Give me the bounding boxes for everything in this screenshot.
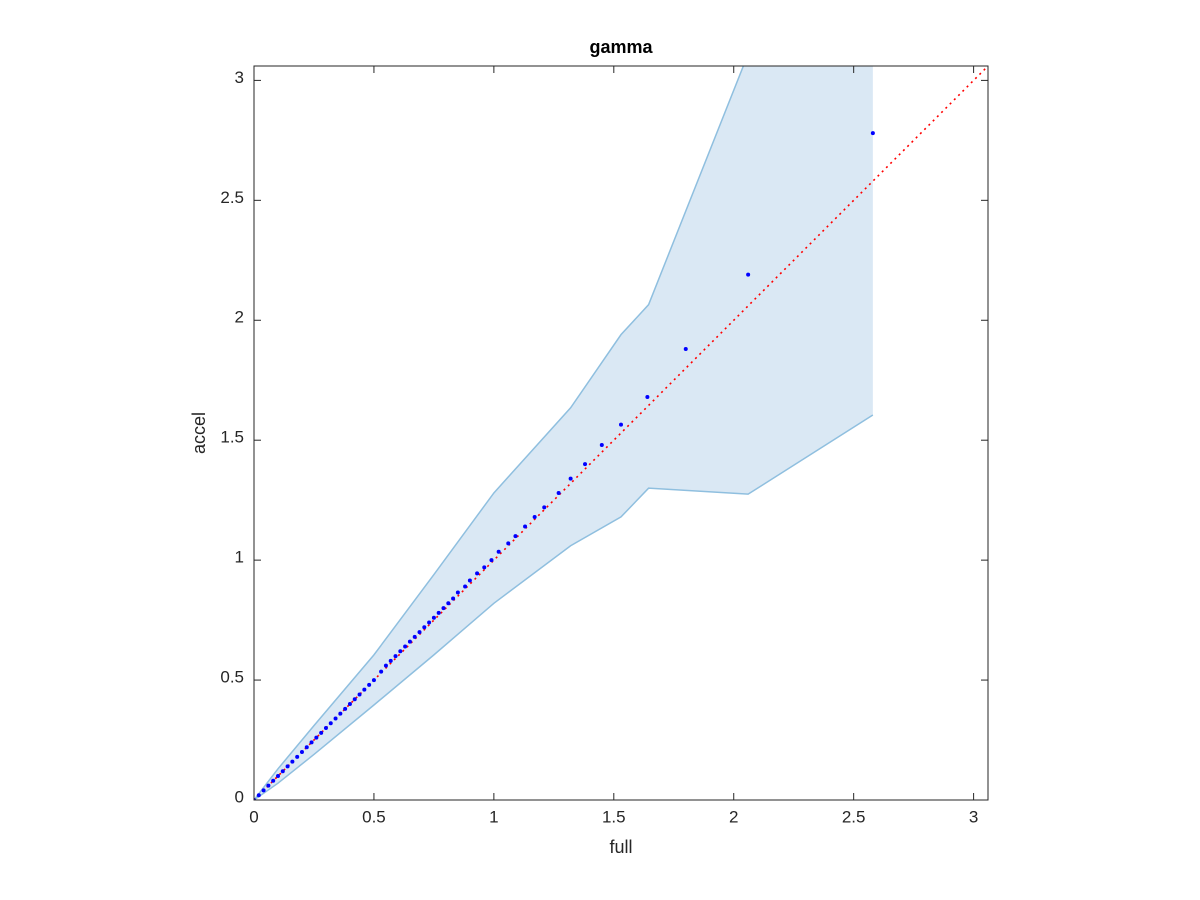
data-point (304, 745, 309, 750)
x-tick-label: 2 (729, 807, 738, 826)
data-point (280, 769, 285, 774)
data-point (388, 658, 393, 663)
data-point (506, 541, 511, 546)
data-point (532, 514, 537, 519)
data-point (357, 692, 362, 697)
data-point (371, 678, 376, 683)
data-point (436, 610, 441, 615)
data-point (431, 615, 436, 620)
x-tick-label: 2.5 (842, 807, 866, 826)
data-point (467, 578, 472, 583)
data-point (441, 606, 446, 611)
data-point (338, 711, 343, 716)
y-axis-label: accel (189, 412, 209, 454)
data-point (556, 490, 561, 495)
data-point (451, 596, 456, 601)
y-tick-label: 2.5 (220, 188, 244, 207)
data-point (645, 395, 650, 400)
data-point (343, 706, 348, 711)
y-tick-label: 2 (235, 308, 244, 327)
data-point (333, 716, 338, 721)
data-point (523, 524, 528, 529)
axes-layer: 0 0.5 1 1.5 2 2.5 3 0 0.5 1 1.5 2 2.5 3 (220, 65, 989, 826)
data-point (328, 721, 333, 726)
data-point (446, 601, 451, 606)
data-point (256, 793, 261, 798)
y-tick-label: 1.5 (220, 428, 244, 447)
data-point (266, 783, 271, 788)
data-point (870, 131, 875, 136)
data-point (427, 620, 432, 625)
chart-title: gamma (589, 37, 653, 57)
data-point (362, 687, 367, 692)
data-point (275, 774, 280, 779)
x-tick-label: 0.5 (362, 807, 386, 826)
x-tick-label: 1.5 (602, 807, 626, 826)
y-tick-label: 0.5 (220, 668, 244, 687)
x-tick-label: 0 (249, 807, 258, 826)
axes-box (253, 65, 989, 801)
data-point (407, 639, 412, 644)
band-edge-upper (254, 66, 745, 800)
data-point (285, 764, 290, 769)
data-point (403, 644, 408, 649)
data-point (290, 759, 295, 764)
plot-layer (254, 66, 988, 800)
data-point (398, 649, 403, 654)
data-point (542, 505, 547, 510)
x-tick-label: 1 (489, 807, 498, 826)
data-point (417, 630, 422, 635)
data-point (379, 669, 384, 674)
band-edge-lower (254, 414, 874, 800)
data-point (271, 778, 276, 783)
data-point (599, 442, 604, 447)
data-point (319, 730, 324, 735)
data-point (683, 347, 688, 352)
data-point (347, 702, 352, 707)
data-point (475, 571, 480, 576)
data-point (314, 735, 319, 740)
data-point (482, 565, 487, 570)
data-point (583, 462, 588, 467)
data-point (463, 584, 468, 589)
data-point (422, 625, 427, 630)
y-tick-label: 0 (235, 787, 244, 806)
data-point (455, 590, 460, 595)
data-point (323, 726, 328, 731)
data-point (393, 654, 398, 659)
data-point (746, 272, 751, 277)
data-point (496, 549, 501, 554)
data-point (489, 558, 494, 563)
data-point (367, 682, 372, 687)
data-point (261, 788, 266, 793)
reference-line (254, 66, 988, 800)
data-point (352, 697, 357, 702)
confidence-band (254, 66, 873, 800)
data-point (513, 534, 518, 539)
x-tick-label: 3 (969, 807, 978, 826)
y-tick-label: 1 (235, 548, 244, 567)
data-point (619, 422, 623, 427)
data-point (309, 740, 314, 745)
x-axis-label: full (609, 837, 632, 857)
data-point (568, 476, 573, 481)
y-tick-label: 3 (235, 68, 244, 87)
data-point (412, 634, 417, 639)
data-point (295, 754, 300, 759)
data-point (299, 750, 304, 755)
data-point (383, 663, 388, 668)
